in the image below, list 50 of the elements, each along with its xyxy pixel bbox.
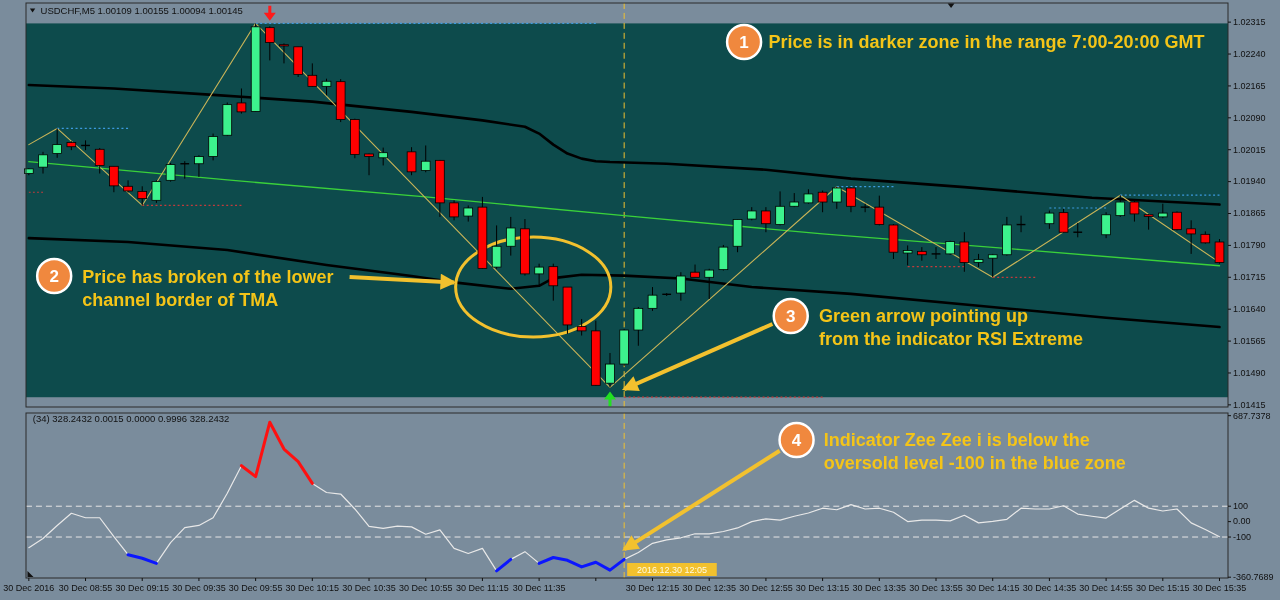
x-tick-label: 30 Dec 09:35 (172, 583, 226, 593)
x-tick-label: 30 Dec 10:55 (398, 583, 453, 593)
x-tick-label: 30 Dec 09:15 (115, 583, 169, 593)
chart-title: USDCHF,M5 1.00109 1.00155 1.00094 1.00145 (40, 4, 243, 16)
x-tick-label: 30 Dec 10:35 (342, 583, 396, 593)
y-tick-label: 100 (1233, 501, 1249, 512)
y-tick-label: 687.7378 (1233, 410, 1271, 421)
x-tick-label: 30 Dec 13:15 (795, 583, 850, 593)
y-tick-label: 1.01865 (1233, 208, 1266, 219)
x-tick-label: 30 Dec 09:55 (228, 583, 283, 593)
annotation: 4 (791, 431, 802, 451)
y-tick-label: 1.01415 (1233, 399, 1266, 410)
y-tick-label: 1.01640 (1233, 304, 1266, 315)
x-tick-label: 30 Dec 2016 (3, 583, 55, 593)
y-tick-label: 1.02015 (1233, 144, 1266, 155)
x-tick-label: 30 Dec 14:15 (965, 583, 1020, 593)
x-tick-label: 30 Dec 12:15 (625, 583, 680, 593)
x-tick-label: 30 Dec 10:15 (285, 583, 340, 593)
y-tick-label: 1.02165 (1233, 80, 1266, 91)
y-tick-label: 1.02315 (1233, 17, 1266, 28)
annotation: 1 (739, 33, 749, 53)
y-tick-label: 1.01565 (1233, 335, 1266, 346)
x-tick-label: 30 Dec 13:35 (852, 583, 907, 593)
annotation: Green arrow pointing up from the indicator RSI Extreme (818, 306, 1083, 350)
x-tick-label: 30 Dec 12:55 (739, 583, 793, 593)
annotation: Price is in darker zone in the range 7:00-20:00 GMT (768, 32, 1205, 53)
annotation: 3 (786, 307, 796, 327)
x-tick-label: 30 Dec 08:55 (58, 583, 113, 593)
annotation: 2 (49, 267, 59, 287)
y-tick-label: 1.02090 (1233, 112, 1266, 123)
x-tick-label: 30 Dec 15:35 (1192, 583, 1247, 593)
chart-title: (34) 328.2432 0.0015 0.0000 0.9996 328.2432 (32, 412, 230, 424)
y-tick-label: 1.01490 (1233, 367, 1266, 378)
x-tick-label: 30 Dec 15:15 (1136, 583, 1190, 593)
y-tick-label: 0.00 (1233, 516, 1251, 527)
ref-line-label: 2016.12.30 12:05 (636, 564, 707, 575)
x-tick-label: 30 Dec 13:55 (909, 583, 963, 593)
y-tick-label: -360.7689 (1233, 572, 1274, 583)
y-tick-label: 1.02240 (1233, 48, 1266, 59)
x-tick-label: 30 Dec 12:35 (682, 583, 736, 593)
y-tick-label: 1.01940 (1233, 176, 1266, 187)
x-tick-label: 30 Dec 14:35 (1022, 583, 1077, 593)
y-tick-label: 1.01790 (1233, 240, 1266, 251)
annotation: Indicator Zee Zee i is below the oversold level -100 in the blue zone (823, 430, 1126, 474)
annotation: Price has broken of the lower channel border of TMA (82, 267, 334, 311)
y-tick-label: 1.01715 (1233, 272, 1266, 283)
x-tick-label: 30 Dec 14:55 (1079, 583, 1133, 593)
x-tick-label: 30 Dec 11:35 (512, 583, 566, 593)
x-tick-label: 30 Dec 11:15 (455, 583, 509, 593)
y-tick-label: -100 (1233, 531, 1252, 542)
